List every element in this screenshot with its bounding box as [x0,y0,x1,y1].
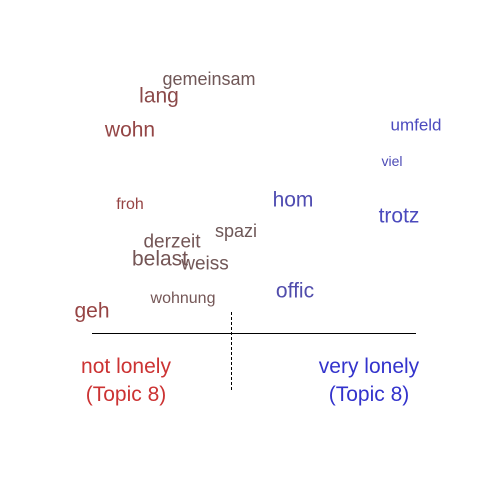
word-hom: hom [272,188,314,212]
word-trotz: trotz [378,204,420,228]
word-gemeinsam: gemeinsam [162,69,256,89]
word-offic: offic [275,279,315,303]
left-pole-line1: not lonely [81,355,171,378]
word-froh: froh [116,196,144,213]
word-wohn: wohn [104,118,156,142]
word-derzeit: derzeit [143,231,201,253]
word-viel: viel [381,153,403,169]
word-belast: belast [131,247,189,271]
word-lang: lang [139,84,179,108]
word-wohnung: wohnung [150,290,216,307]
right-pole-label: very lonely (Topic 8) [319,353,419,409]
word-umfeld: umfeld [390,115,442,135]
horizontal-axis-line [92,333,416,334]
word-spazi: spazi [214,221,258,241]
word-weiss: weiss [181,253,229,275]
left-pole-label: not lonely (Topic 8) [81,353,171,409]
right-pole-line2: (Topic 8) [328,383,410,406]
left-pole-line2: (Topic 8) [85,383,167,406]
word-geh: geh [74,299,110,323]
right-pole-line1: very lonely [318,355,420,378]
center-dashed-divider [231,312,232,390]
